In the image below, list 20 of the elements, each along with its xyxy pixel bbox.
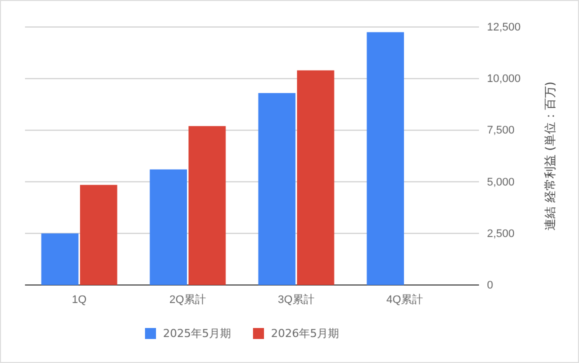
bar (150, 169, 187, 285)
y-tick-label: 0 (487, 280, 494, 292)
bar (258, 93, 296, 285)
bar (366, 32, 404, 285)
legend-label: 2025年5月期 (163, 327, 231, 340)
legend-label: 2026年5月期 (271, 327, 339, 340)
y-tick-label: 2,500 (487, 228, 515, 240)
bar (80, 184, 118, 285)
bar (188, 126, 226, 285)
y-tick-label: 5,000 (487, 176, 515, 188)
x-tick-label: 1Q (72, 294, 88, 306)
x-tick-label: 2Q累計 (169, 292, 206, 306)
bar (41, 233, 78, 285)
y-tick-label: 10,000 (487, 73, 521, 86)
y-axis-title: 連結 経常利益 (単位：百万) (543, 82, 557, 230)
x-tick-label: 3Q累計 (278, 292, 315, 306)
y-tick-label: 12,500 (487, 22, 521, 34)
x-tick-label: 4Q累計 (386, 292, 424, 306)
bar (297, 70, 334, 285)
y-tick-label: 7,500 (487, 124, 515, 137)
